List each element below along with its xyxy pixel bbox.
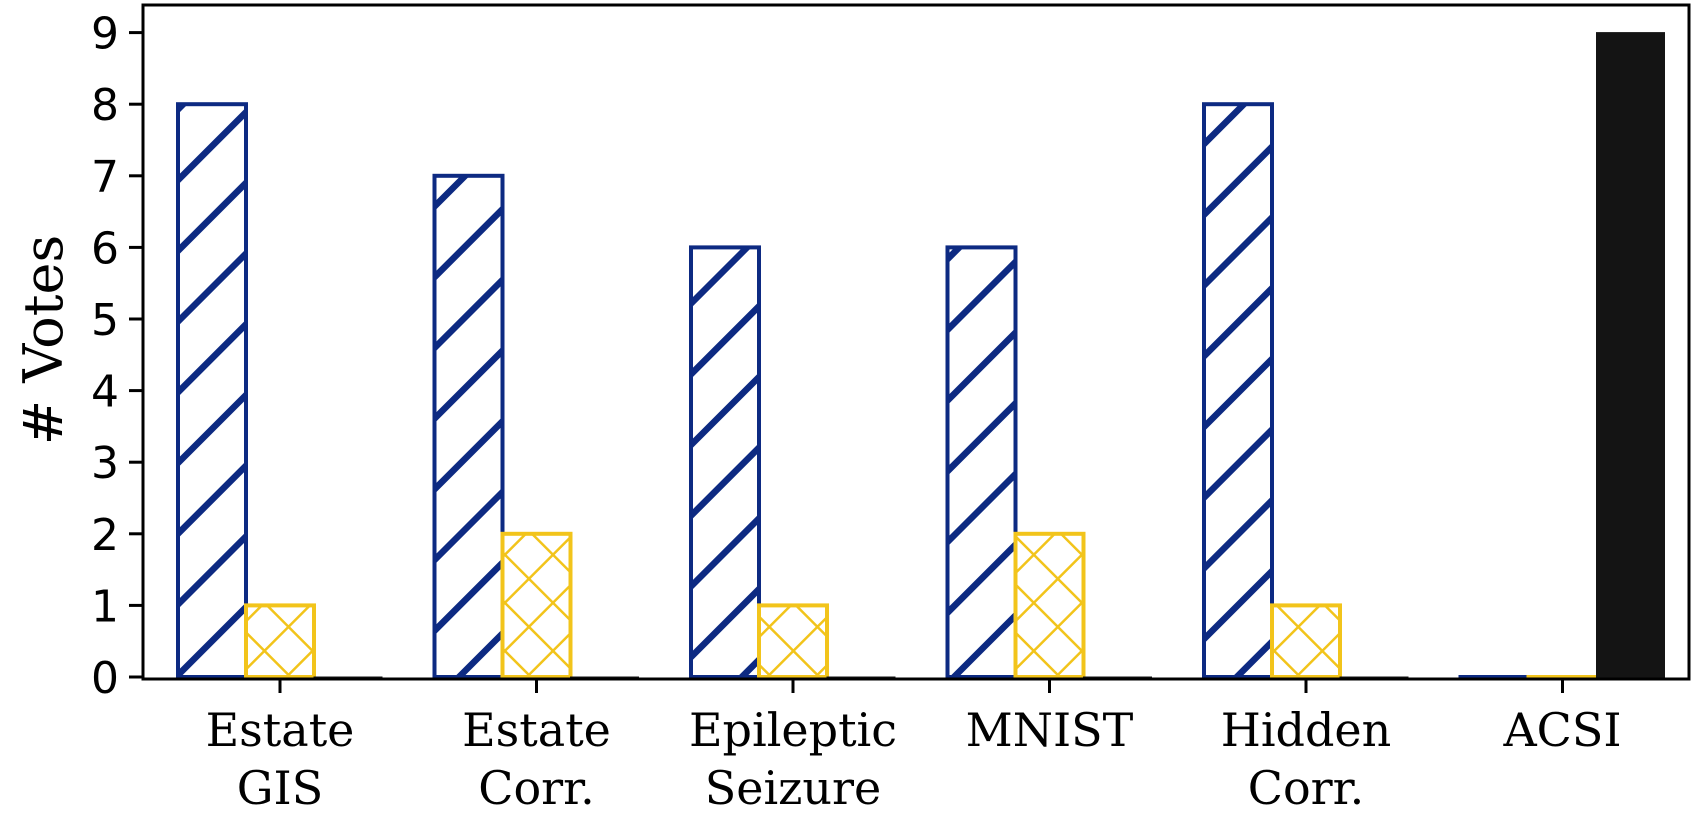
y-axis-label: # Votes <box>12 235 75 445</box>
bar-series-1-cat-1 <box>432 173 505 680</box>
y-tick-label: 4 <box>91 367 119 418</box>
bar-series-1-cat-5 <box>1458 675 1531 680</box>
x-tick-label: Estate <box>462 703 611 757</box>
y-tick-label: 6 <box>91 223 119 274</box>
bar-series-2-cat-3 <box>1013 531 1086 679</box>
plot-frame <box>141 3 1691 681</box>
y-tick-label: 0 <box>91 653 119 704</box>
bar-series-2-cat-1 <box>500 531 573 679</box>
bar-series-3-cat-2 <box>826 676 896 678</box>
bar-series-2-cat-2 <box>757 603 829 680</box>
x-tick-label: Corr. <box>478 761 594 815</box>
y-tick-label: 8 <box>91 80 119 131</box>
bar-series-2-cat-5 <box>1526 675 1599 680</box>
x-axis: EstateGISEstateCorr.EpilepticSeizureMNIS… <box>206 679 1622 815</box>
y-tick-label: 2 <box>91 510 119 561</box>
bar-series-2-cat-0 <box>244 603 316 680</box>
x-tick-label: Seizure <box>705 761 882 815</box>
x-tick-label: Hidden <box>1221 703 1392 757</box>
bar-series-3-cat-3 <box>1083 676 1152 678</box>
x-tick-label: MNIST <box>966 703 1134 757</box>
y-tick-label: 7 <box>91 152 119 203</box>
bar-series-1-cat-0 <box>176 102 248 679</box>
bar-series-1-cat-4 <box>1202 102 1274 679</box>
y-tick-label: 5 <box>91 295 119 346</box>
bar-series-1-cat-2 <box>689 245 761 679</box>
bar-series-3-cat-0 <box>313 676 383 678</box>
y-tick-label: 3 <box>91 438 119 489</box>
x-tick-label: GIS <box>237 761 323 815</box>
bar-series-1-cat-3 <box>945 245 1018 679</box>
x-tick-label: Corr. <box>1248 761 1364 815</box>
bar-series-2-cat-4 <box>1270 603 1342 680</box>
bar-series-3-cat-5 <box>1596 32 1665 678</box>
y-tick-label: 9 <box>91 9 119 60</box>
y-tick-label: 1 <box>91 581 119 632</box>
x-tick-label: Epileptic <box>689 703 897 757</box>
x-tick-label: Estate <box>206 703 355 757</box>
bar-series-3-cat-4 <box>1339 676 1409 678</box>
y-axis: 0 1 2 3 4 5 6 7 8 9 <box>91 9 143 704</box>
x-tick-label: ACSI <box>1502 703 1621 757</box>
bar-series-3-cat-1 <box>570 676 639 678</box>
plot-area <box>176 32 1665 680</box>
